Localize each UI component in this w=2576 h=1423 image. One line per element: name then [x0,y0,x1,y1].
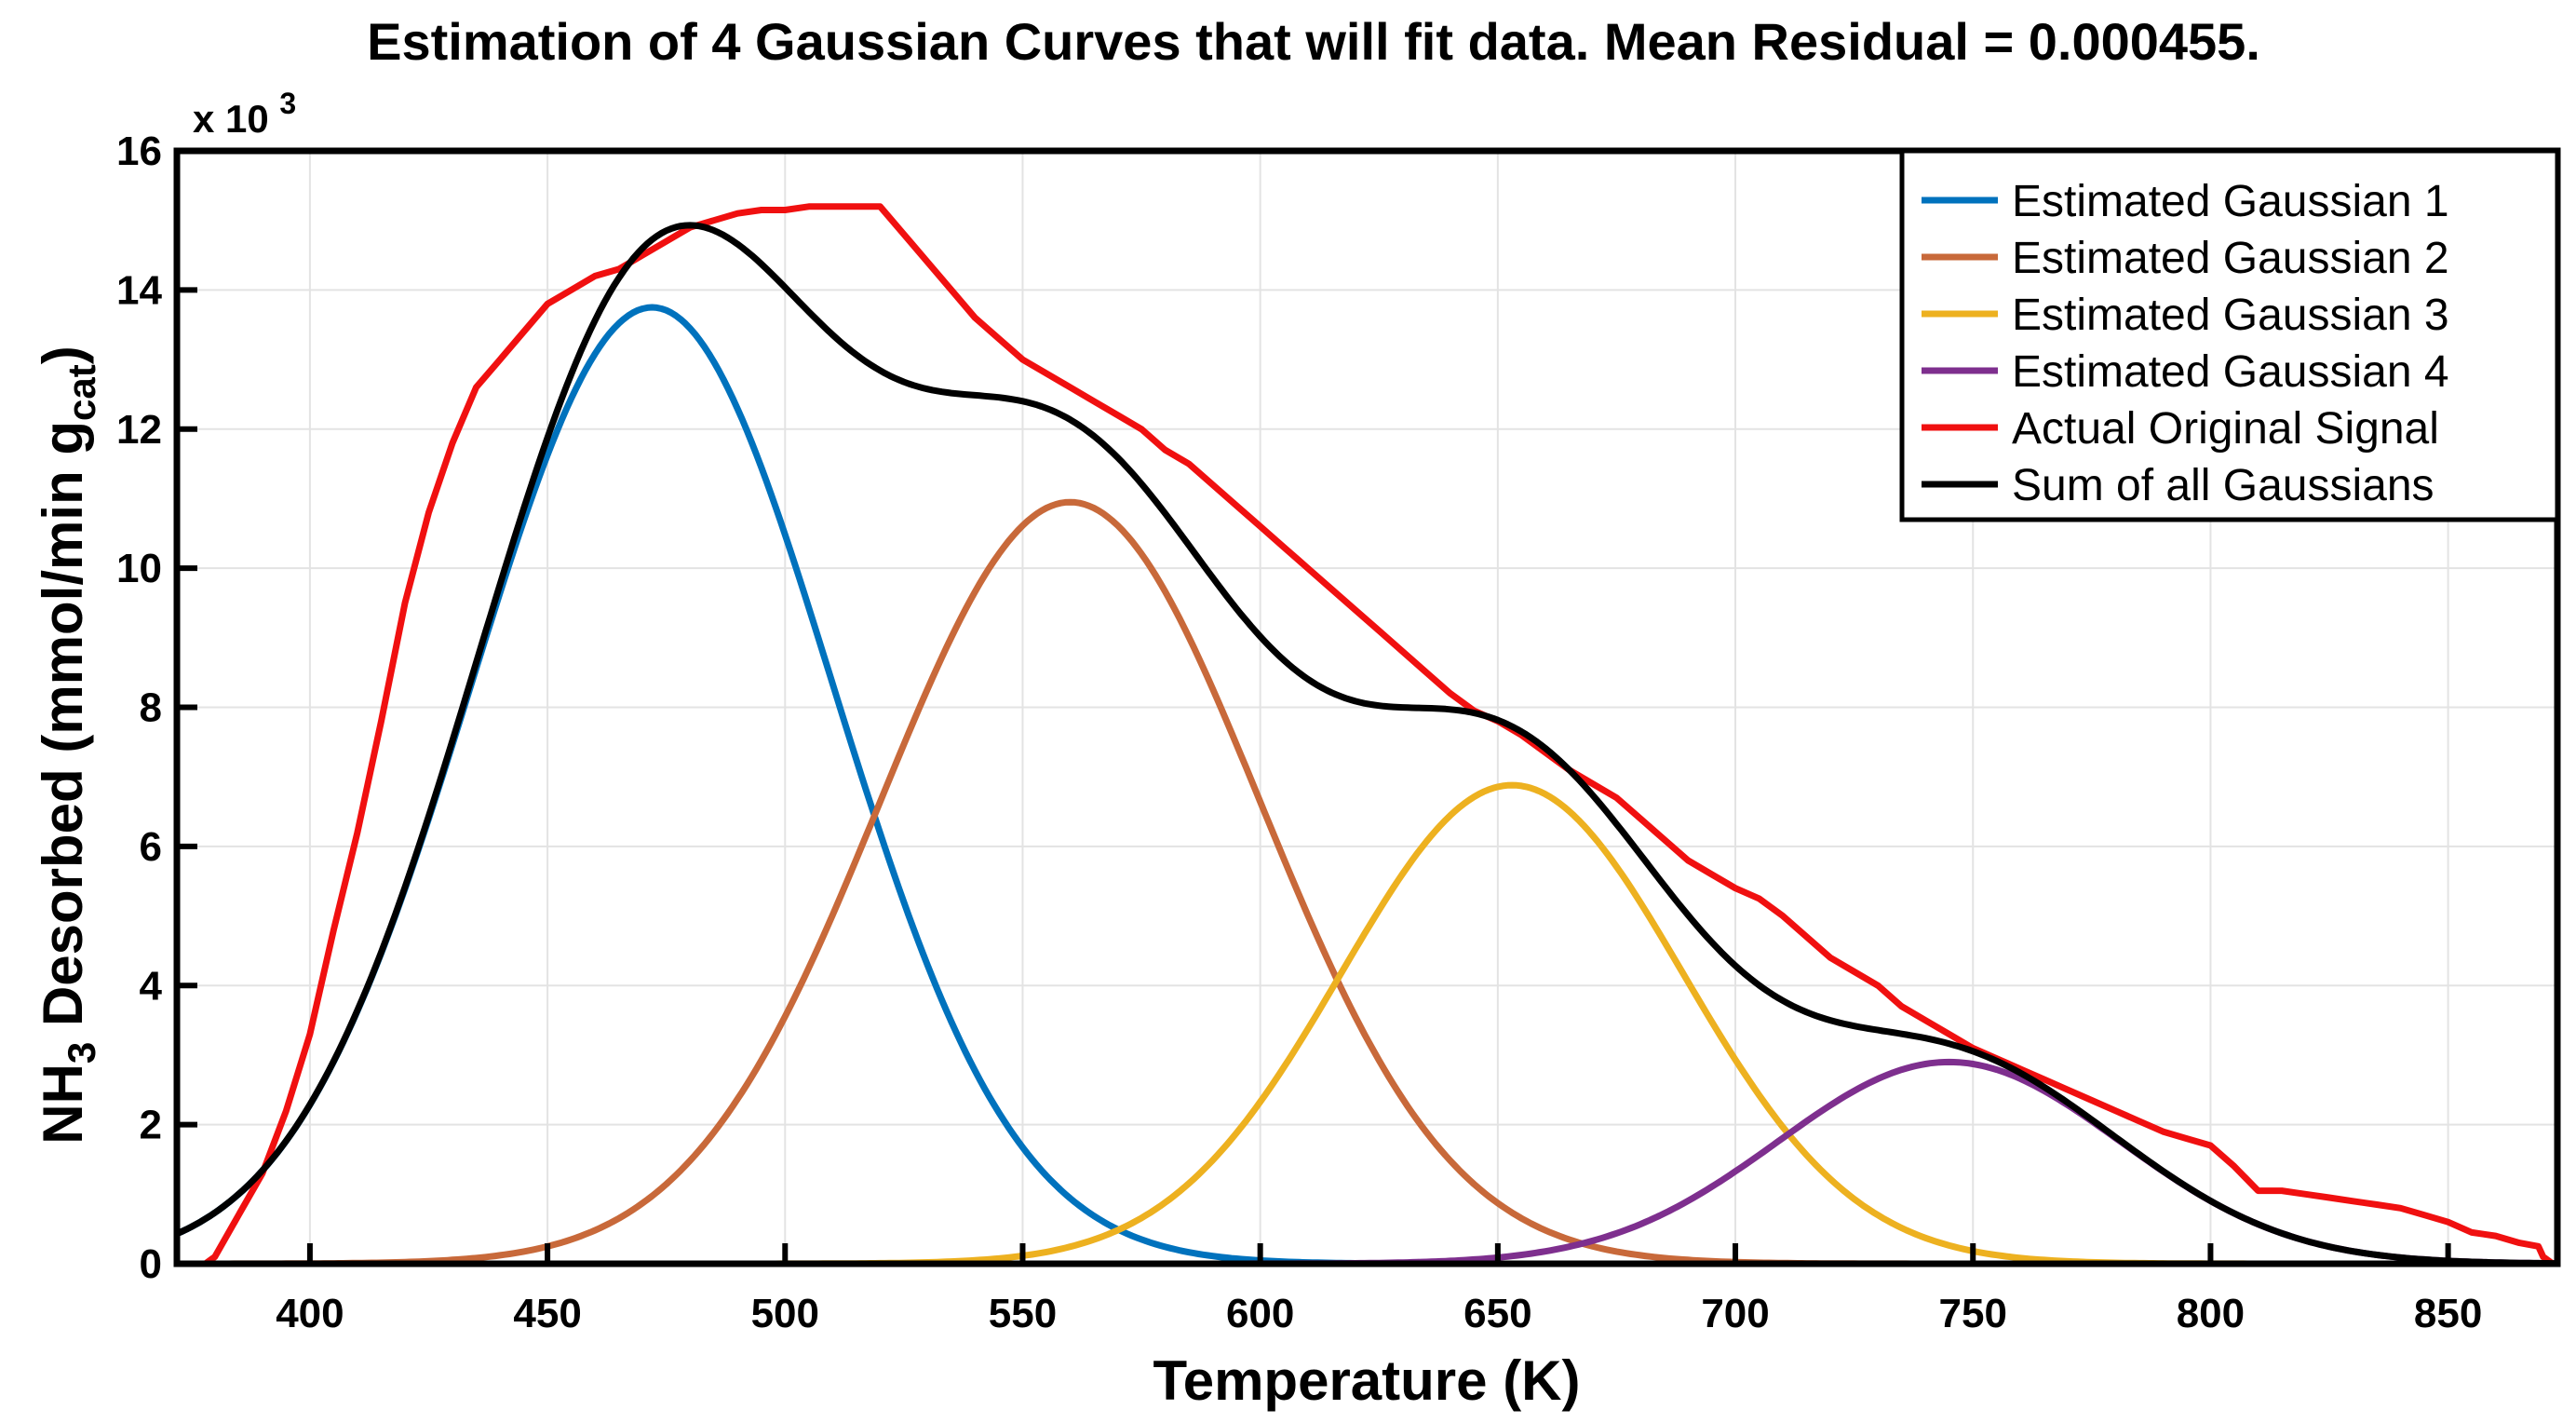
x-tick-label: 750 [1939,1291,2007,1336]
tick-layer: 400 450 500 550 600 650 700 750 800 850 0 2 4 6 8 10 12 1… [116,129,2482,1336]
x-tick-label: 600 [1226,1291,1294,1336]
y-tick-label: 12 [116,407,162,453]
x-tick-label: 500 [751,1291,819,1336]
y-tick-label: 4 [140,963,163,1009]
y-label-sub-2: cat [60,364,103,421]
legend-box [1899,148,2560,522]
y-multiplier-label: x 10 3 [193,87,296,141]
y-tick-label: 14 [116,267,162,313]
x-axis-label: Temperature (K) [1153,1349,1581,1412]
legend-label-estimated-gaussian-3: Estimated Gaussian 3 [2012,291,2449,340]
x-tick-label: 400 [276,1291,344,1336]
legend-label-sum-of-all-gaussians: Sum of all Gaussians [2012,461,2434,510]
legend-label-estimated-gaussian-4: Estimated Gaussian 4 [2012,347,2449,397]
y-tick-label: 2 [140,1103,162,1148]
y-multiplier-exponent: 3 [279,87,296,120]
y-label-sub-1: 3 [60,1042,103,1064]
y-tick-label: 6 [140,824,162,870]
series-line-actual-original-signal [202,203,2556,1267]
legend-label-estimated-gaussian-2: Estimated Gaussian 2 [2012,234,2449,283]
x-tick-label: 650 [1463,1291,1531,1336]
y-tick-label: 0 [140,1241,162,1287]
y-label-part-3: ) [32,346,94,364]
x-tick-label: 450 [513,1291,581,1336]
y-label-part-2: Desorbed (mmol/min g [32,421,94,1042]
y-axis-label: NH3 Desorbed (mmol/min gcat) [32,346,103,1144]
y-tick-label: 8 [140,685,162,731]
series-line-sum-of-all-gaussians [173,222,2561,1267]
legend-label-estimated-gaussian-1: Estimated Gaussian 1 [2012,177,2449,226]
y-multiplier-base: x 10 [193,97,269,141]
legend-label-actual-original-signal: Actual Original Signal [2012,404,2439,454]
legend-entries: Estimated Gaussian 1 Estimated Gaussian 2… [1922,177,2449,510]
x-tick-label: 550 [989,1291,1057,1336]
x-tick-label: 850 [2414,1291,2482,1336]
x-tick-label: 700 [1701,1291,1769,1336]
legend: Estimated Gaussian 1 Estimated Gaussian 2… [1899,148,2560,522]
y-label-part-1: NH [32,1064,94,1145]
y-tick-label: 16 [116,129,162,174]
y-tick-label: 10 [116,546,162,591]
x-tick-label: 800 [2177,1291,2245,1336]
chart-title: Estimation of 4 Gaussian Curves that wil… [367,12,2260,71]
